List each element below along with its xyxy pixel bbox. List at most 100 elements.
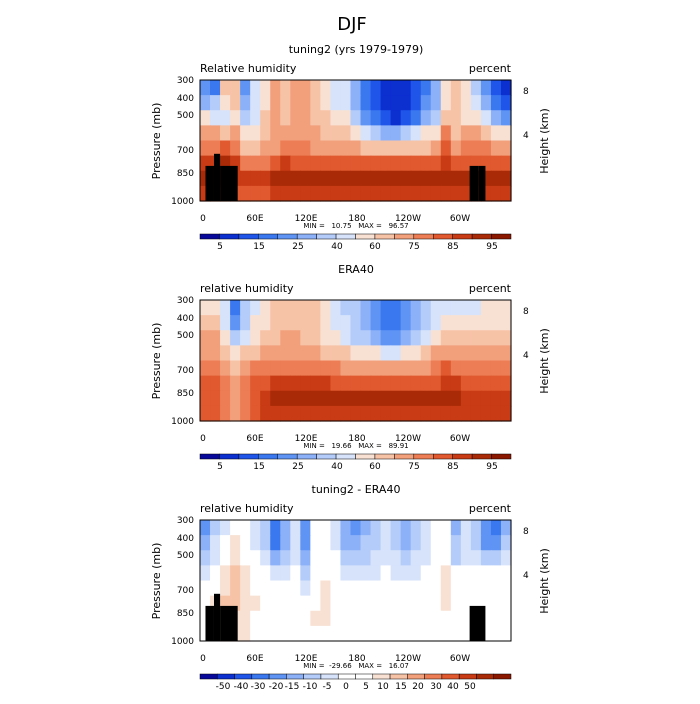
heatmap-cell (340, 125, 352, 142)
heatmap-cell (420, 125, 432, 142)
heatmap-cell (370, 170, 382, 187)
heatmap-cell (370, 125, 382, 142)
heatmap-cell (300, 110, 311, 126)
heatmap-cell (280, 565, 291, 582)
heatmap-cell (250, 390, 261, 407)
heatmap-cell (280, 95, 291, 111)
panel-2-xtick-60e: 60E (246, 434, 263, 444)
heatmap-cell (360, 565, 372, 582)
colorbar-swatch (407, 673, 425, 680)
heatmap-cell (490, 345, 502, 362)
panel-1-xtick-60w: 60W (450, 214, 470, 224)
heatmap-cell (300, 80, 311, 96)
heatmap-cell (360, 125, 372, 142)
heatmap-cell (290, 520, 301, 536)
panel-1-ytick-right-4: 4 (523, 131, 529, 141)
heatmap-cell (240, 520, 251, 536)
heatmap-cell (270, 315, 281, 331)
heatmap-cell (460, 300, 472, 316)
heatmap-cell (420, 625, 432, 642)
heatmap-cell (280, 580, 291, 597)
panel-1-ytick-400: 400 (177, 94, 194, 104)
heatmap-cell (400, 125, 412, 142)
heatmap-cell (290, 95, 301, 111)
heatmap-cell (200, 345, 211, 362)
heatmap-cell (250, 330, 261, 346)
heatmap-cell (410, 315, 422, 331)
heatmap-cell (310, 315, 321, 331)
heatmap-cell (400, 300, 412, 316)
panel-3-ytick-right-4: 4 (523, 571, 529, 581)
heatmap-cell (200, 125, 211, 142)
heatmap-cell (330, 610, 342, 627)
panel-3-ytick-700: 700 (177, 586, 194, 596)
heatmap-cell (490, 185, 502, 202)
heatmap-cell (270, 625, 281, 642)
heatmap-cell (430, 360, 442, 377)
heatmap-cell (340, 390, 352, 407)
heatmap-cell (480, 140, 492, 157)
colorbar-swatch (471, 233, 492, 240)
heatmap-cell (300, 125, 311, 142)
heatmap-cell (500, 595, 512, 612)
heatmap-cell (490, 80, 502, 96)
heatmap-cell (300, 595, 311, 612)
heatmap-cell (320, 565, 332, 582)
heatmap-cell (240, 300, 251, 316)
panel-2-ylabel-right: Height (km) (538, 328, 551, 394)
panel-1-frame (199, 79, 512, 202)
heatmap-cell (360, 80, 372, 96)
heatmap-cell (480, 520, 492, 536)
heatmap-cell (290, 185, 301, 202)
heatmap-cell (490, 520, 502, 536)
heatmap-cell (240, 80, 251, 96)
heatmap-cell (370, 610, 382, 627)
colorbar-swatch (238, 233, 259, 240)
heatmap-cell (220, 580, 231, 597)
heatmap-cell (200, 80, 211, 96)
panel-2-cbar-label-5: 75 (408, 462, 419, 472)
heatmap-cell (250, 110, 261, 126)
heatmap-cell (350, 155, 362, 172)
heatmap-cell (490, 170, 502, 187)
heatmap-cell (430, 330, 442, 346)
heatmap-cell (500, 565, 512, 582)
heatmap-cell (360, 155, 372, 172)
heatmap-cell (380, 625, 392, 642)
heatmap-cell (430, 535, 442, 551)
heatmap-cell (360, 110, 372, 126)
heatmap-cell (490, 140, 502, 157)
heatmap-cell (430, 580, 442, 597)
heatmap-cell (410, 375, 422, 392)
panel-2-frame (199, 299, 512, 422)
panel-1-cbar-label-5: 75 (408, 242, 419, 252)
heatmap-cell (320, 110, 332, 126)
panel-2-xtick-120w: 120W (395, 434, 421, 444)
heatmap-cell (470, 580, 482, 597)
heatmap-cell (420, 185, 432, 202)
heatmap-cell (430, 595, 442, 612)
heatmap-cell (250, 170, 261, 187)
colorbar-swatch (199, 673, 218, 680)
heatmap-cell (500, 95, 512, 111)
heatmap-cell (310, 360, 321, 377)
colorbar-swatch (251, 673, 270, 680)
heatmap-cell (300, 170, 311, 187)
heatmap-cell (260, 625, 271, 642)
heatmap-cell (350, 125, 362, 142)
heatmap-cell (380, 315, 392, 331)
heatmap-cell (430, 95, 442, 111)
heatmap-cell (410, 155, 422, 172)
panel-2-cbar-label-0: 5 (217, 462, 223, 472)
heatmap-cell (200, 315, 211, 331)
panel-1-units-label: percent (469, 62, 512, 75)
heatmap-cell (460, 155, 472, 172)
heatmap-cell (420, 565, 432, 582)
panel-1-ytick-1000: 1000 (171, 197, 194, 207)
heatmap-cell (370, 390, 382, 407)
heatmap-cell (410, 345, 422, 362)
heatmap-cell (330, 580, 342, 597)
heatmap-cell (220, 330, 231, 346)
heatmap-cell (380, 405, 392, 422)
